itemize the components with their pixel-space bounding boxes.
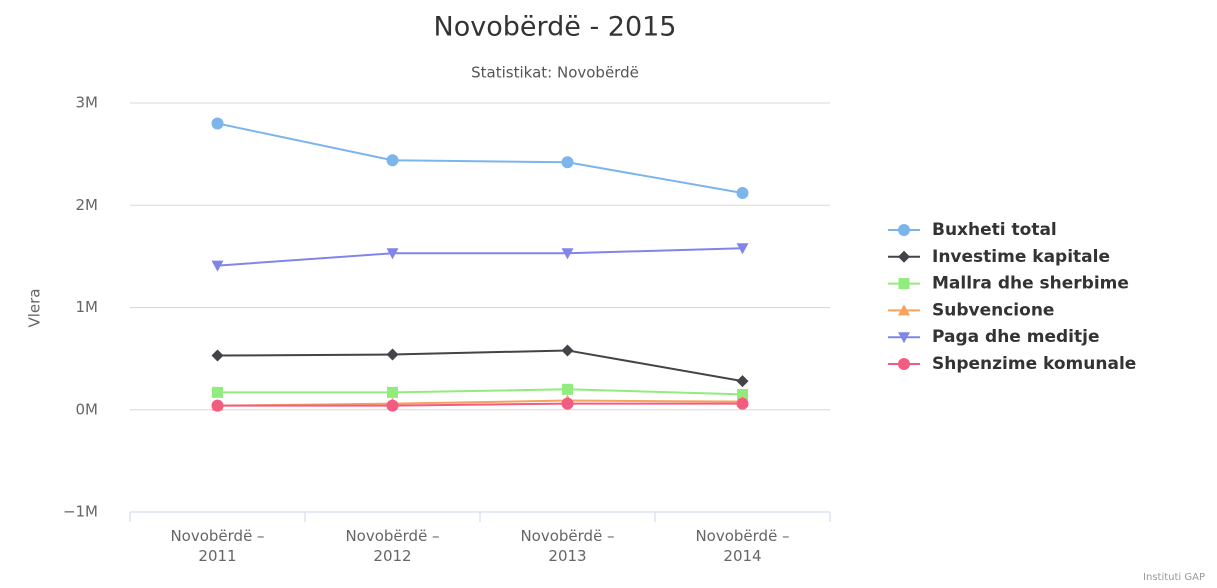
legend-marker xyxy=(898,304,910,316)
legend-label: Shpenzime komunale xyxy=(932,354,1136,374)
data-point xyxy=(561,397,574,410)
x-tick-label: Novobërdë – 2014 xyxy=(695,527,790,565)
legend-label: Buxheti total xyxy=(932,220,1057,240)
legend-label: Investime kapitale xyxy=(932,247,1110,267)
data-point xyxy=(736,243,749,255)
data-point xyxy=(212,386,223,398)
legend-marker xyxy=(898,224,910,236)
legend-label: Mallra dhe sherbime xyxy=(932,274,1129,294)
data-point xyxy=(386,348,399,361)
legend-marker xyxy=(898,250,910,263)
legend-marker xyxy=(898,332,910,344)
data-point xyxy=(561,248,574,260)
legend-marker xyxy=(898,358,910,370)
y-axis-label: Vlera xyxy=(26,288,44,327)
x-tick-label: Novobërdë – 2013 xyxy=(520,527,615,565)
data-point xyxy=(211,399,224,412)
y-tick-label: 3M xyxy=(76,94,99,112)
x-tick-label: Novobërdë – 2011 xyxy=(170,527,265,565)
y-tick-label: −1M xyxy=(63,503,98,521)
chart-title: Novobërdë - 2015 xyxy=(434,12,677,43)
y-tick-label: 1M xyxy=(76,298,99,316)
data-point xyxy=(386,154,399,167)
data-point xyxy=(736,186,749,199)
data-point xyxy=(562,383,573,395)
series-line xyxy=(217,388,743,396)
data-point xyxy=(386,248,399,260)
legend-label: Paga dhe meditje xyxy=(932,327,1099,347)
data-point xyxy=(736,397,749,410)
data-point xyxy=(211,260,224,272)
y-tick-label: 2M xyxy=(76,196,99,214)
x-tick-label: Novobërdë – 2012 xyxy=(345,527,440,565)
data-point xyxy=(561,344,574,357)
y-tick-label: 0M xyxy=(76,400,99,418)
chart-subtitle: Statistikat: Novobërdë xyxy=(471,64,639,82)
legend-label: Subvencione xyxy=(932,300,1054,320)
data-point xyxy=(561,156,574,169)
legend-marker xyxy=(898,278,910,290)
credits: Instituti GAP xyxy=(1143,572,1205,583)
series-line xyxy=(217,247,743,267)
data-point xyxy=(737,388,748,400)
data-point xyxy=(211,117,224,130)
series-line xyxy=(217,399,743,407)
series-line xyxy=(217,402,743,407)
data-point xyxy=(387,386,398,398)
series-line xyxy=(217,122,743,194)
data-point xyxy=(386,399,399,412)
data-point xyxy=(736,375,749,388)
series-line xyxy=(217,349,743,383)
data-point xyxy=(211,349,224,362)
